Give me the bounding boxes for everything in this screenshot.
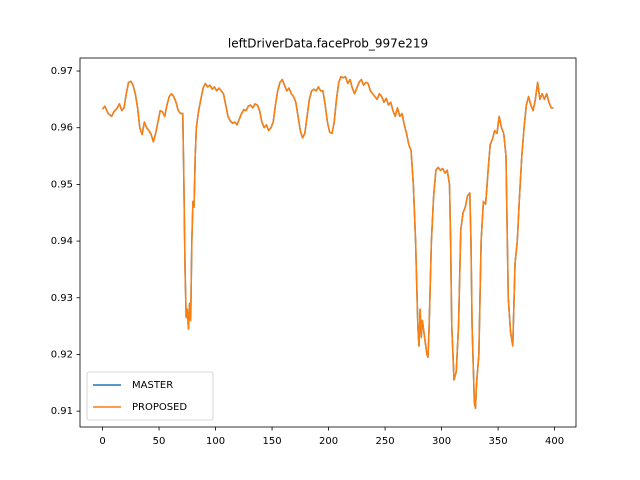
y-tick-label: 0.96	[51, 123, 73, 134]
y-tick-label: 0.94	[51, 236, 73, 247]
x-tick-label: 100	[206, 436, 225, 447]
x-tick-label: 400	[545, 436, 564, 447]
x-tick-label: 300	[432, 436, 451, 447]
legend-label: MASTER	[132, 380, 173, 391]
y-tick-label: 0.97	[51, 66, 73, 77]
data-line	[101, 75, 554, 410]
y-tick-label: 0.92	[51, 349, 73, 360]
x-tick-label: 0	[99, 436, 105, 447]
x-tick-label: 350	[489, 436, 508, 447]
y-tick-label: 0.93	[51, 293, 73, 304]
x-tick-label: 200	[319, 436, 338, 447]
y-tick-label: 0.91	[51, 406, 73, 417]
chart-title: leftDriverData.faceProb_997e219	[228, 37, 428, 51]
plot-frame	[79, 57, 577, 428]
x-tick-label: 50	[153, 436, 166, 447]
x-tick-label: 250	[376, 436, 395, 447]
y-tick-label: 0.95	[51, 179, 73, 190]
legend-box	[86, 371, 214, 421]
legend-label: PROPOSED	[132, 402, 187, 413]
x-tick-label: 150	[263, 436, 282, 447]
